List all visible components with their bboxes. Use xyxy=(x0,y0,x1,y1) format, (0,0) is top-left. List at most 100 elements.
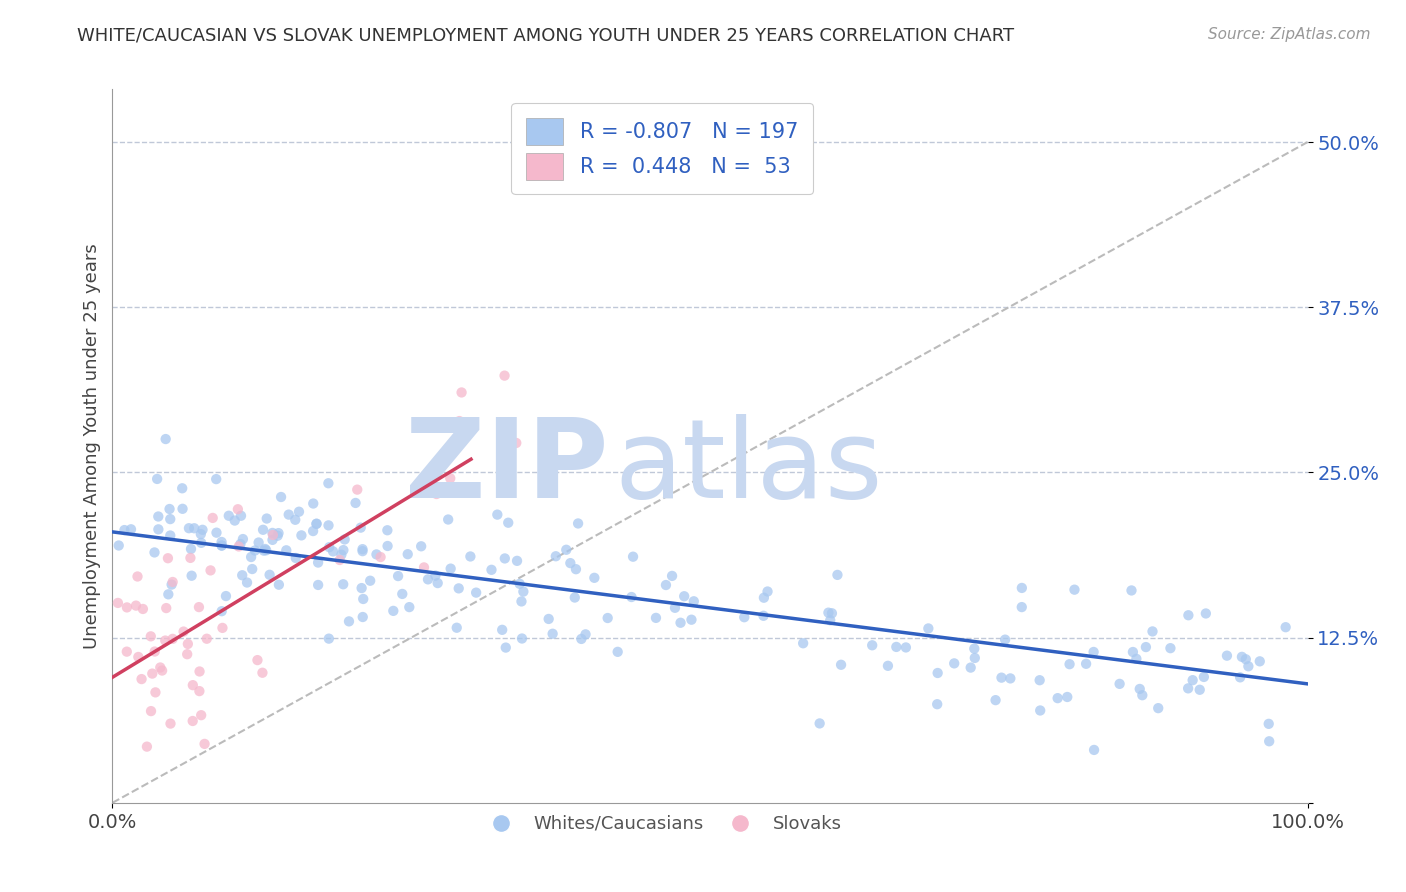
Point xyxy=(139,704,162,718)
Point xyxy=(135,739,157,754)
Point xyxy=(307,578,329,592)
Point xyxy=(661,569,683,583)
Point xyxy=(1083,645,1105,659)
Point xyxy=(176,647,198,661)
Point xyxy=(917,622,939,636)
Point xyxy=(494,368,516,383)
Point xyxy=(830,657,852,672)
Point xyxy=(127,650,149,665)
Point xyxy=(266,529,288,543)
Point xyxy=(673,589,696,603)
Point xyxy=(352,610,374,624)
Point xyxy=(411,539,433,553)
Point xyxy=(398,600,420,615)
Point xyxy=(262,525,284,540)
Point xyxy=(145,685,167,699)
Point xyxy=(959,660,981,674)
Point xyxy=(190,708,212,723)
Point xyxy=(191,523,214,537)
Point xyxy=(1159,641,1181,656)
Point xyxy=(574,627,596,641)
Point xyxy=(226,502,249,516)
Point xyxy=(193,737,215,751)
Point xyxy=(302,496,325,510)
Point xyxy=(107,596,129,610)
Point xyxy=(366,548,388,562)
Point xyxy=(927,697,949,711)
Point xyxy=(664,600,686,615)
Point xyxy=(187,600,209,615)
Point xyxy=(254,541,277,556)
Point xyxy=(512,584,534,599)
Point xyxy=(146,472,169,486)
Point xyxy=(160,577,183,591)
Point xyxy=(350,521,373,535)
Point xyxy=(1177,608,1199,623)
Point xyxy=(756,584,779,599)
Point xyxy=(231,568,253,582)
Point xyxy=(352,544,374,558)
Point xyxy=(544,549,567,564)
Point xyxy=(229,508,252,523)
Point xyxy=(195,632,218,646)
Point xyxy=(1028,673,1050,688)
Point xyxy=(156,551,179,566)
Point xyxy=(877,658,900,673)
Text: WHITE/CAUCASIAN VS SLOVAK UNEMPLOYMENT AMONG YOUTH UNDER 25 YEARS CORRELATION CH: WHITE/CAUCASIAN VS SLOVAK UNEMPLOYMENT A… xyxy=(77,27,1015,45)
Point xyxy=(246,653,269,667)
Point xyxy=(450,385,472,400)
Point xyxy=(232,532,254,546)
Point xyxy=(318,476,340,491)
Point xyxy=(1274,620,1296,634)
Point xyxy=(620,590,643,604)
Point xyxy=(125,599,148,613)
Point xyxy=(155,633,177,648)
Point xyxy=(449,414,471,428)
Point xyxy=(494,551,516,566)
Point xyxy=(491,623,513,637)
Point xyxy=(460,549,482,564)
Point xyxy=(243,543,266,558)
Point xyxy=(318,540,340,554)
Point xyxy=(1188,682,1211,697)
Point xyxy=(172,501,194,516)
Point xyxy=(288,505,311,519)
Point xyxy=(173,624,195,639)
Point xyxy=(141,666,163,681)
Point xyxy=(252,523,274,537)
Point xyxy=(425,487,447,501)
Point xyxy=(177,637,200,651)
Point xyxy=(425,568,447,582)
Point xyxy=(510,594,533,608)
Point xyxy=(560,556,582,570)
Text: ZIP: ZIP xyxy=(405,414,609,521)
Point xyxy=(537,612,560,626)
Point xyxy=(332,577,354,591)
Point xyxy=(211,539,233,553)
Text: atlas: atlas xyxy=(614,414,883,521)
Point xyxy=(236,575,259,590)
Point xyxy=(567,516,589,531)
Point xyxy=(1029,704,1052,718)
Point xyxy=(262,528,284,542)
Point xyxy=(1181,673,1204,688)
Point xyxy=(139,629,162,643)
Point xyxy=(211,604,233,618)
Point xyxy=(350,581,373,595)
Point xyxy=(131,672,153,686)
Point xyxy=(211,535,233,549)
Point xyxy=(305,516,328,531)
Point xyxy=(277,508,299,522)
Point xyxy=(159,512,181,526)
Point xyxy=(188,684,211,698)
Point xyxy=(821,607,844,621)
Point xyxy=(1229,670,1251,684)
Point xyxy=(132,602,155,616)
Point xyxy=(1108,677,1130,691)
Point xyxy=(337,615,360,629)
Point xyxy=(1000,672,1022,686)
Point xyxy=(211,538,233,552)
Point xyxy=(792,636,814,650)
Point xyxy=(413,560,436,574)
Point xyxy=(752,591,775,605)
